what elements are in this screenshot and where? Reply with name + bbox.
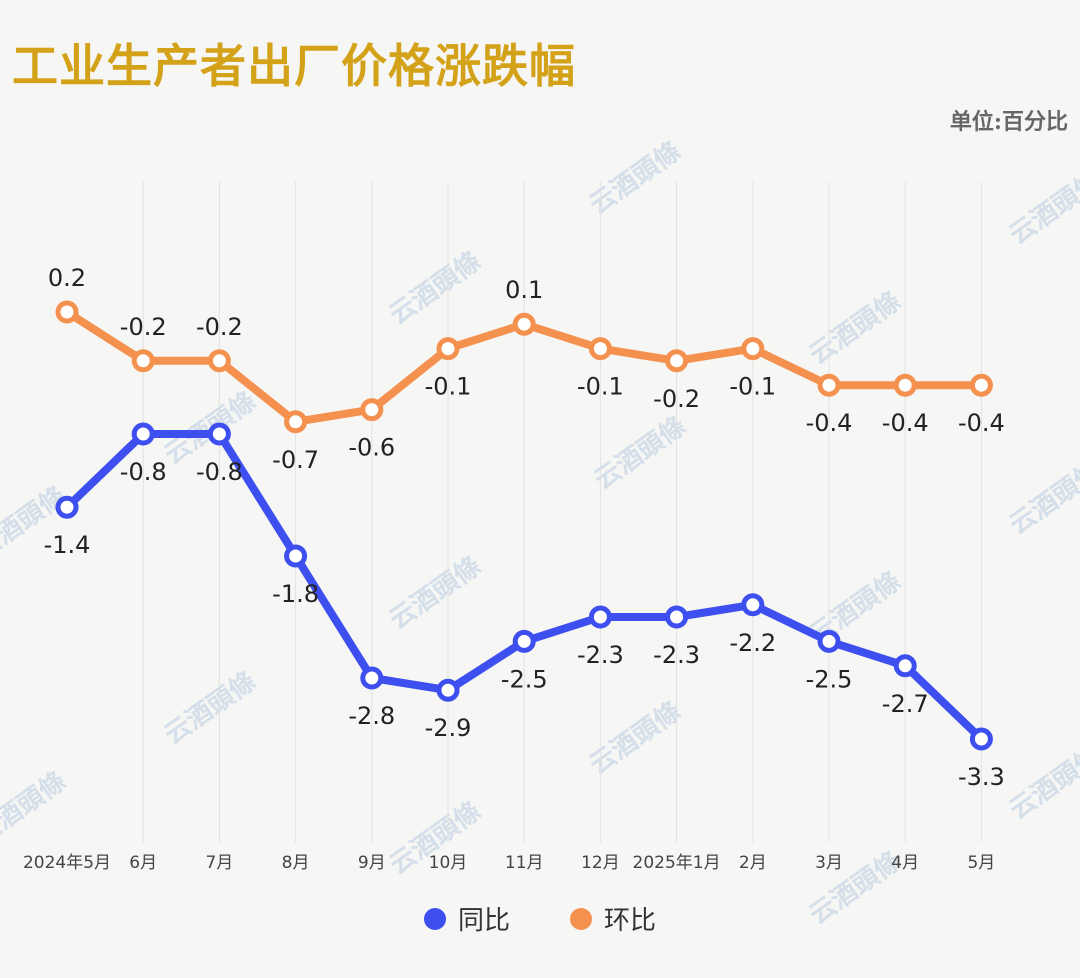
legend-item-yoy[interactable]: 同比 — [423, 900, 510, 937]
data-point-mom[interactable] — [893, 373, 917, 397]
data-point-mom[interactable] — [436, 337, 460, 361]
data-label-yoy: -0.8 — [120, 458, 167, 486]
data-label-yoy: -2.5 — [806, 665, 853, 693]
x-tick-label: 2025年1月 — [633, 853, 721, 873]
x-tick-label: 8月 — [282, 853, 310, 873]
legend: 同比 环比 — [0, 900, 1080, 937]
data-point-yoy[interactable] — [512, 629, 536, 653]
data-point-yoy[interactable] — [55, 495, 79, 519]
data-point-mom[interactable] — [969, 373, 993, 397]
watermark-text: 云酒頭條 — [1004, 741, 1080, 825]
watermark-text: 云酒頭條 — [384, 551, 486, 635]
data-label-mom: 0.1 — [505, 276, 543, 304]
watermark-text: 云酒頭條 — [1004, 456, 1080, 540]
data-point-yoy[interactable] — [665, 605, 689, 629]
data-label-yoy: -1.8 — [272, 580, 319, 608]
data-label-mom: -0.1 — [577, 373, 624, 401]
data-label-mom: -0.4 — [958, 409, 1005, 437]
data-point-mom[interactable] — [741, 337, 765, 361]
data-label-yoy: -2.8 — [348, 702, 395, 730]
data-label-yoy: -2.5 — [501, 665, 548, 693]
data-label-mom: -0.7 — [272, 446, 319, 474]
data-point-mom[interactable] — [360, 398, 384, 422]
data-point-mom[interactable] — [284, 410, 308, 434]
data-point-yoy[interactable] — [284, 544, 308, 568]
data-point-yoy[interactable] — [207, 422, 231, 446]
data-label-mom: -0.4 — [882, 409, 929, 437]
watermark-text: 云酒頭條 — [384, 246, 486, 330]
data-label-yoy: -3.3 — [958, 763, 1005, 791]
x-tick-label: 11月 — [505, 853, 544, 873]
data-point-yoy[interactable] — [360, 666, 384, 690]
data-label-mom: -0.2 — [120, 313, 167, 341]
data-label-mom: -0.1 — [425, 373, 472, 401]
legend-marker-yoy — [423, 907, 446, 930]
data-label-mom: -0.2 — [653, 385, 700, 413]
x-tick-label: 7月 — [205, 853, 233, 873]
data-point-mom[interactable] — [665, 349, 689, 373]
data-point-yoy[interactable] — [817, 629, 841, 653]
x-tick-label: 10月 — [429, 853, 468, 873]
data-point-yoy[interactable] — [893, 654, 917, 678]
data-point-yoy[interactable] — [131, 422, 155, 446]
x-tick-label: 9月 — [358, 853, 386, 873]
watermark-text: 云酒頭條 — [584, 696, 686, 780]
data-label-yoy: -2.3 — [653, 641, 700, 669]
watermark-text: 云酒頭條 — [159, 666, 261, 750]
x-tick-label: 5月 — [967, 853, 995, 873]
data-point-yoy[interactable] — [741, 593, 765, 617]
chart-title: 工业生产者出厂价格涨跌幅 — [12, 39, 576, 93]
legend-label-yoy: 同比 — [457, 906, 510, 936]
x-tick-label: 12月 — [581, 853, 620, 873]
data-point-mom[interactable] — [131, 349, 155, 373]
data-label-mom: -0.6 — [348, 434, 395, 462]
data-point-mom[interactable] — [207, 349, 231, 373]
data-point-mom[interactable] — [588, 337, 612, 361]
data-label-yoy: -2.2 — [729, 629, 776, 657]
data-label-yoy: -1.4 — [44, 531, 91, 559]
data-point-mom[interactable] — [512, 312, 536, 336]
legend-item-mom[interactable]: 环比 — [570, 900, 656, 937]
x-tick-label: 4月 — [891, 853, 919, 873]
data-point-yoy[interactable] — [969, 727, 993, 751]
data-point-yoy[interactable] — [588, 605, 612, 629]
x-tick-label: 2024年5月 — [23, 853, 111, 873]
watermark-text: 云酒頭條 — [1004, 166, 1080, 250]
data-point-mom[interactable] — [55, 300, 79, 324]
data-label-yoy: -0.8 — [196, 458, 243, 486]
data-point-mom[interactable] — [817, 373, 841, 397]
watermark-text: 云酒頭條 — [0, 766, 72, 850]
data-label-yoy: -2.7 — [882, 690, 929, 718]
data-label-mom: -0.4 — [806, 409, 853, 437]
data-point-yoy[interactable] — [436, 678, 460, 702]
data-label-mom: 0.2 — [48, 264, 86, 292]
legend-label-mom: 环比 — [604, 906, 657, 936]
x-tick-label: 6月 — [129, 853, 157, 873]
watermark-text: 云酒頭條 — [804, 286, 906, 370]
legend-marker-mom — [570, 907, 592, 930]
x-tick-label: 2月 — [739, 853, 767, 873]
data-label-mom: -0.1 — [729, 373, 776, 401]
data-label-mom: -0.2 — [196, 313, 243, 341]
data-label-yoy: -2.9 — [425, 714, 472, 742]
watermark-text: 云酒頭條 — [584, 136, 686, 220]
data-label-yoy: -2.3 — [577, 641, 624, 669]
x-tick-label: 3月 — [815, 853, 843, 873]
unit-label: 单位:百分比 — [949, 109, 1068, 135]
